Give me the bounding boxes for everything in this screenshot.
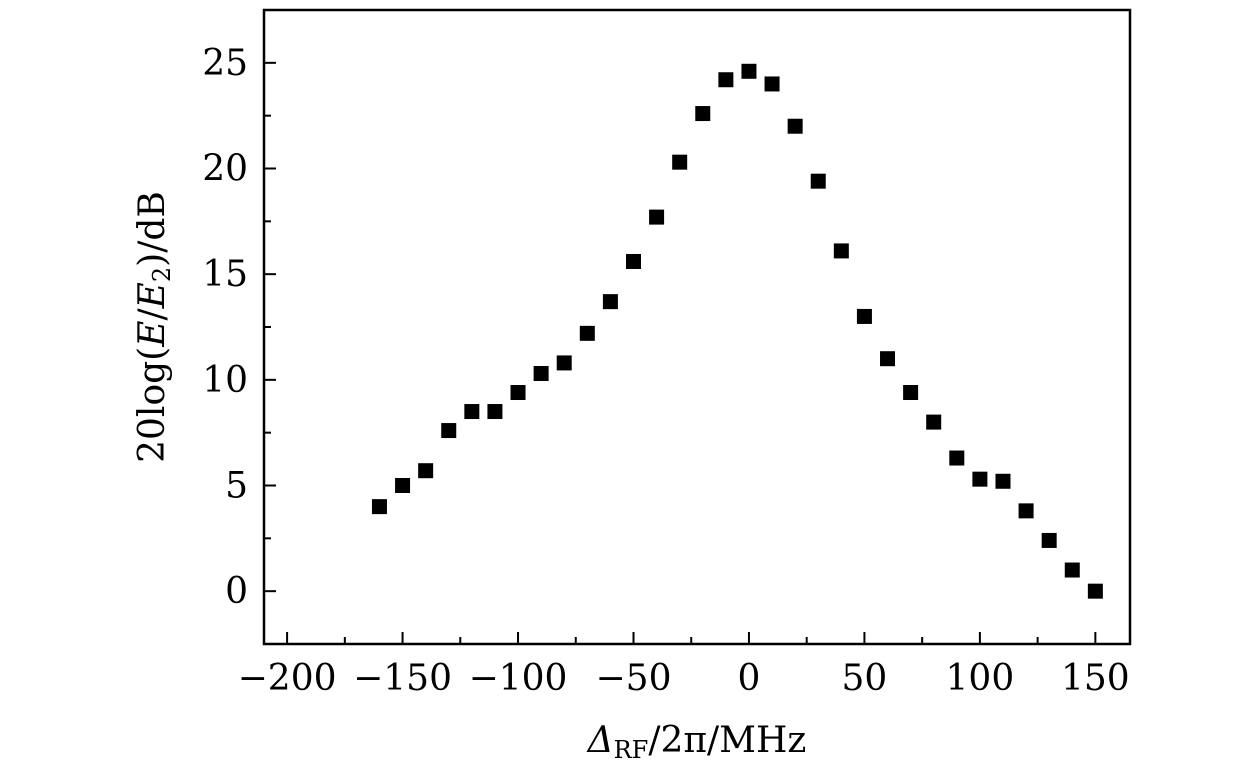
data-point — [833, 243, 849, 259]
y-tick-label: 25 — [202, 43, 248, 84]
ticks — [264, 61, 1097, 644]
data-point — [579, 325, 595, 341]
data-point — [880, 351, 896, 367]
data-point — [510, 385, 526, 401]
data-point — [741, 63, 757, 79]
data-point — [949, 450, 965, 466]
data-point — [1087, 583, 1103, 599]
data-point — [718, 72, 734, 88]
data-point — [1018, 503, 1034, 519]
data-point — [625, 253, 641, 269]
data-point — [487, 404, 503, 420]
x-axis-label: ΔRF/2π/MHz — [586, 720, 807, 764]
data-point — [856, 308, 872, 324]
data-point — [787, 118, 803, 134]
x-tick-label: 50 — [842, 658, 888, 699]
data-point — [695, 106, 711, 122]
data-point — [672, 154, 688, 170]
data-point — [1041, 532, 1057, 548]
x-tick-label: −200 — [238, 658, 337, 699]
data-point — [995, 473, 1011, 489]
data-point — [810, 173, 826, 189]
y-tick-label: 0 — [225, 571, 248, 612]
x-tick-label: −50 — [596, 658, 672, 699]
x-tick-label: 0 — [738, 658, 761, 699]
y-axis-label: 20log(E/E2)/dB — [132, 191, 176, 463]
y-tick-label: 20 — [202, 149, 248, 190]
data-point — [972, 471, 988, 487]
data-point — [649, 209, 665, 225]
data-point — [903, 385, 919, 401]
x-tick-label: −100 — [469, 658, 568, 699]
x-tick-label: 150 — [1061, 658, 1130, 699]
y-tick-label: 10 — [202, 360, 248, 401]
data-point — [441, 423, 457, 439]
data-point — [533, 365, 549, 381]
y-tick-label: 5 — [225, 466, 248, 507]
x-tick-label: −150 — [353, 658, 452, 699]
y-tick-label: 15 — [202, 254, 248, 295]
plot-frame — [262, 8, 1132, 646]
data-point — [556, 355, 572, 371]
data-point — [926, 414, 942, 430]
data-point — [418, 463, 434, 479]
data-point — [602, 294, 618, 310]
data-point — [1064, 562, 1080, 578]
data-point — [764, 76, 780, 92]
data-point — [395, 478, 411, 493]
data-points — [371, 63, 1103, 599]
tick-labels: −200 −150 −100 −50 0 50 100 150 0 5 10 15 20 25 — [202, 43, 1130, 699]
data-point — [371, 499, 387, 515]
data-point — [464, 404, 480, 420]
x-tick-label: 100 — [946, 658, 1015, 699]
